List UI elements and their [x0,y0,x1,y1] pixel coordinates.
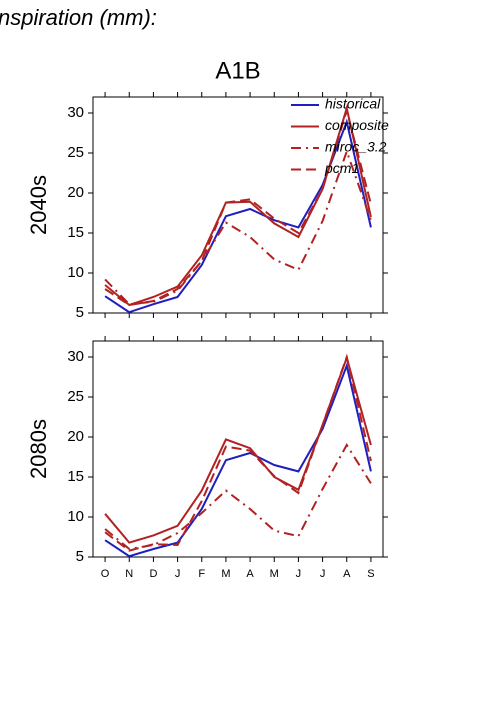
y-tick-label: 30 [67,104,84,121]
x-tick-label: F [198,568,205,580]
y-tick-label: 25 [67,144,84,161]
y-tick-label: 30 [67,348,84,365]
legend-label: pcm1 [324,160,359,176]
y-tick-label: 25 [67,388,84,405]
x-tick-label: D [149,568,157,580]
x-tick-label: J [175,568,181,580]
plot-frame [92,340,384,558]
series-line [104,148,372,306]
x-tick-label: A [343,568,351,580]
scenario-title: A1B [215,57,260,84]
x-tick-label: M [221,568,230,580]
y-tick-label: 10 [67,508,84,525]
x-tick-label: S [367,568,374,580]
legend-label: composite [325,117,389,133]
y-axis-label: 2080s [26,419,51,479]
series-line [104,353,372,552]
x-tick-label: J [296,568,302,580]
x-tick-label: N [125,568,133,580]
series-line [104,362,372,558]
y-axis-label: 2040s [26,175,51,235]
y-tick-label: 15 [67,468,84,485]
y-tick-label: 5 [76,304,84,321]
y-tick-label: 15 [67,224,84,241]
x-tick-label: M [270,568,279,580]
series-line [104,443,372,551]
series-line [104,106,372,307]
x-tick-label: A [246,568,254,580]
y-tick-label: 5 [76,548,84,565]
y-tick-label: 20 [67,428,84,445]
series-line [104,354,372,544]
x-tick-label: O [101,568,110,580]
y-tick-label: 20 [67,184,84,201]
series-line [104,104,372,307]
legend-label: historical [325,96,381,112]
legend-label: miroc_3.2 [325,139,387,155]
page-title: nspiration (mm): [0,5,157,30]
y-tick-label: 10 [67,264,84,281]
plot-frame [92,96,384,314]
x-tick-label: J [320,568,326,580]
